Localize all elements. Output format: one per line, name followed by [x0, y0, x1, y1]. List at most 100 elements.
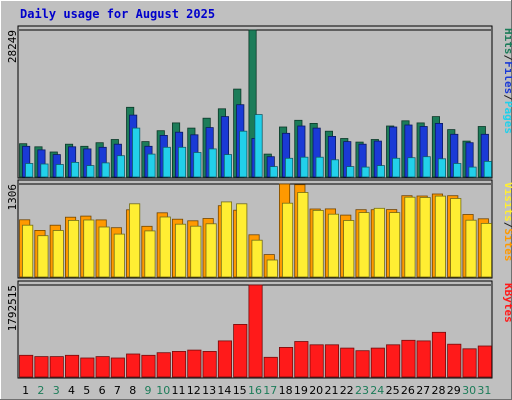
bar-kbytes-day-26 [401, 339, 416, 378]
x-tick-label-day-23: 23 [355, 384, 369, 397]
x-tick-label-day-10: 10 [156, 384, 170, 397]
x-tick-label-day-28: 28 [432, 384, 446, 397]
legend-item-files: Files [502, 61, 512, 94]
bar-visits-day-19 [297, 192, 309, 278]
bar-kbytes-day-28 [431, 331, 446, 378]
bar-pages-day-10 [162, 146, 171, 178]
bar-visits-day-26 [404, 196, 416, 278]
ymax-label-kbytes: 1792515 [6, 285, 19, 331]
bar-pages-day-9 [147, 153, 156, 178]
bar-pages-day-17 [269, 166, 278, 178]
bar-kbytes-day-14 [217, 340, 233, 378]
x-tick-label-day-6: 6 [99, 384, 106, 397]
bar-visits-day-2 [37, 235, 49, 278]
bar-pages-day-25 [392, 157, 401, 178]
bar-kbytes-day-1 [19, 354, 34, 378]
bar-visits-day-14 [220, 201, 233, 278]
x-tick-label-day-1: 1 [22, 384, 29, 397]
bar-pages-day-4 [71, 161, 80, 178]
bar-visits-day-10 [159, 216, 171, 278]
x-tick-label-day-20: 20 [309, 384, 323, 397]
bar-kbytes-day-17 [263, 356, 278, 378]
bar-pages-day-15 [239, 130, 248, 178]
bar-pages-day-8 [132, 127, 141, 178]
bar-kbytes-day-21 [324, 344, 339, 378]
bar-pages-day-12 [193, 152, 202, 178]
x-tick-label-day-15: 15 [233, 384, 247, 397]
bar-visits-day-29 [450, 198, 462, 278]
bar-pages-day-5 [86, 165, 95, 178]
bar-kbytes-day-24 [370, 347, 385, 378]
legend-sites-visits: Visits/Sites [502, 182, 512, 262]
bar-pages-day-1 [25, 163, 34, 178]
bar-kbytes-day-8 [126, 353, 141, 378]
legend-item-visits: Visits [502, 182, 512, 222]
bar-kbytes-day-19 [294, 341, 309, 378]
bar-pages-day-11 [177, 146, 187, 178]
ymax-label-hits-files-pages: 28249 [6, 30, 19, 63]
x-tick-label-day-8: 8 [129, 384, 136, 397]
bar-pages-day-22 [346, 166, 355, 178]
bar-visits-day-9 [144, 230, 156, 278]
x-tick-label-day-3: 3 [53, 384, 60, 397]
bar-visits-day-31 [480, 222, 492, 278]
bar-kbytes-day-13 [202, 350, 217, 378]
bar-kbytes-day-3 [49, 356, 64, 378]
x-tick-label-day-12: 12 [187, 384, 201, 397]
legend-item-sites: Sites [502, 228, 512, 261]
bar-visits-day-21 [327, 213, 339, 278]
ymax-label-sites-visits: 1306 [6, 184, 19, 211]
x-tick-label-day-21: 21 [325, 384, 339, 397]
bar-pages-day-31 [483, 160, 492, 178]
bar-kbytes-day-11 [171, 350, 187, 378]
legend-separator: / [502, 222, 512, 229]
legend-separator: / [502, 55, 512, 62]
bar-visits-day-12 [190, 225, 202, 278]
x-tick-label-day-17: 17 [263, 384, 277, 397]
bar-visits-day-17 [266, 259, 278, 278]
bar-kbytes-day-18 [278, 346, 294, 378]
legend-item-hits: Hits [502, 28, 512, 55]
x-tick-label-day-27: 27 [416, 384, 430, 397]
bar-pages-day-16 [254, 114, 263, 178]
bar-visits-day-6 [98, 226, 110, 278]
bar-pages-day-21 [330, 159, 339, 178]
bar-visits-day-20 [312, 209, 324, 278]
bar-pages-day-18 [284, 157, 294, 178]
bar-pages-day-23 [361, 166, 370, 178]
x-tick-label-day-5: 5 [83, 384, 90, 397]
bar-visits-day-5 [83, 219, 95, 278]
x-tick-label-day-24: 24 [370, 384, 384, 397]
bar-pages-day-2 [40, 163, 49, 178]
bar-pages-day-30 [468, 166, 477, 178]
bar-visits-day-11 [174, 223, 187, 278]
x-tick-label-day-25: 25 [386, 384, 400, 397]
bar-pages-day-19 [300, 156, 309, 178]
bar-visits-day-8 [129, 203, 141, 278]
bar-visits-day-7 [113, 233, 125, 278]
bar-kbytes-day-9 [141, 354, 156, 378]
x-tick-label-day-30: 30 [462, 384, 476, 397]
bar-pages-day-14 [223, 154, 233, 178]
bar-pages-day-29 [453, 163, 462, 178]
bar-kbytes-day-2 [34, 356, 49, 378]
bar-kbytes-day-5 [80, 357, 95, 378]
bar-pages-day-27 [422, 156, 431, 178]
legend-hits-files-pages: Hits/Files/Pages [502, 28, 512, 134]
bar-pages-day-13 [208, 148, 217, 178]
legend-item-kbytes: KBytes [502, 283, 512, 323]
bar-pages-day-20 [315, 156, 324, 178]
bar-kbytes-day-10 [156, 352, 171, 378]
bar-pages-day-6 [101, 162, 110, 178]
bar-pages-day-26 [407, 157, 416, 178]
bar-visits-day-18 [281, 202, 294, 278]
bar-kbytes-day-23 [355, 350, 370, 378]
bar-visits-day-24 [373, 207, 385, 278]
legend-separator: / [502, 94, 512, 101]
bar-visits-day-13 [205, 223, 217, 278]
x-tick-label-day-18: 18 [279, 384, 293, 397]
x-tick-label-day-22: 22 [340, 384, 354, 397]
bar-kbytes-day-16 [248, 284, 263, 378]
